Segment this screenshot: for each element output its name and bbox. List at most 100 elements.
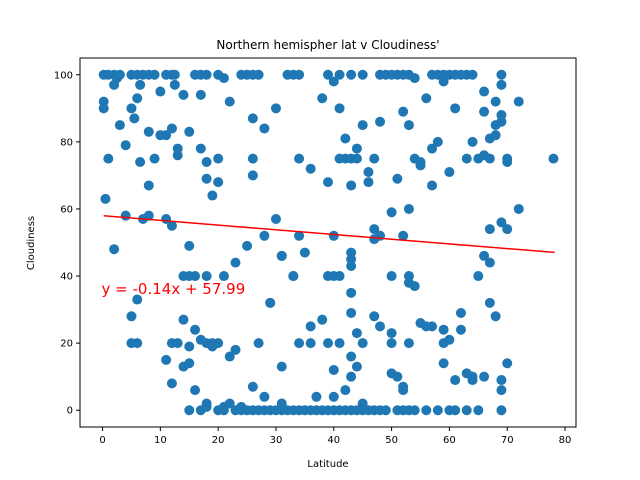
scatter-point: [455, 324, 466, 335]
scatter-point: [224, 398, 235, 409]
scatter-point: [305, 163, 316, 174]
scatter-point: [450, 103, 461, 114]
regression-line: [103, 215, 555, 254]
scatter-point: [294, 69, 305, 80]
scatter-point: [259, 230, 270, 241]
scatter-point: [502, 156, 513, 167]
scatter-point: [496, 217, 507, 228]
scatter-point: [190, 385, 201, 396]
scatter-point: [427, 143, 438, 154]
scatter-point: [230, 257, 241, 268]
y-axis-label: Cloudiness: [26, 216, 37, 270]
scatter-point: [479, 86, 490, 97]
scatter-point: [357, 69, 368, 80]
scatter-point: [496, 405, 507, 416]
scatter-point: [114, 120, 125, 131]
scatter-point: [438, 324, 449, 335]
scatter-point: [421, 93, 432, 104]
scatter-point: [172, 338, 183, 349]
scatter-point: [230, 344, 241, 355]
scatter-point: [473, 271, 484, 282]
scatter-point: [340, 133, 351, 144]
scatter-point: [265, 297, 276, 308]
scatter-point: [375, 321, 386, 332]
scatter-point: [427, 321, 438, 332]
scatter-point: [143, 126, 154, 137]
scatter-point: [334, 338, 345, 349]
scatter-point: [161, 354, 172, 365]
scatter-point: [132, 93, 143, 104]
scatter-point: [149, 69, 160, 80]
scatter-point: [247, 113, 258, 124]
scatter-point: [132, 294, 143, 305]
scatter-point: [496, 79, 507, 90]
scatter-point: [548, 153, 559, 164]
scatter-point: [369, 224, 380, 235]
scatter-point: [444, 334, 455, 345]
scatter-point: [438, 76, 449, 87]
scatter-point: [184, 240, 195, 251]
scatter-point: [490, 130, 501, 141]
scatter-point: [294, 153, 305, 164]
scatter-point: [201, 401, 212, 412]
scatter-point: [247, 153, 258, 164]
scatter-point: [450, 375, 461, 386]
x-axis-label: Latitude: [307, 459, 348, 470]
scatter-point: [392, 173, 403, 184]
scatter-point: [369, 153, 380, 164]
y-tick-label: 20: [60, 339, 73, 350]
x-tick-label: 80: [559, 435, 572, 446]
scatter-point: [288, 271, 299, 282]
scatter-point: [224, 96, 235, 107]
scatter-point: [190, 324, 201, 335]
scatter-point: [323, 177, 333, 188]
scatter-point: [357, 338, 368, 349]
scatter-point: [213, 177, 224, 188]
scatter-point: [380, 405, 391, 416]
scatter-point: [484, 297, 495, 308]
x-tick-label: 30: [270, 435, 283, 446]
scatter-point: [213, 153, 224, 164]
scatter-point: [415, 156, 426, 167]
scatter-point: [126, 103, 137, 114]
scatter-point: [479, 371, 490, 382]
scatter-point: [386, 271, 397, 282]
scatter-point: [103, 153, 114, 164]
scatter-point: [195, 143, 206, 154]
scatter-point: [253, 69, 264, 80]
scatter-point: [496, 375, 507, 386]
scatter-point: [184, 405, 195, 416]
x-tick-label: 20: [212, 435, 225, 446]
scatter-point: [166, 220, 177, 231]
scatter-point: [109, 244, 120, 255]
scatter-point: [351, 361, 362, 372]
scatter-point: [184, 126, 195, 137]
scatter-point: [311, 391, 322, 402]
scatter-point: [120, 210, 131, 221]
scatter-point: [218, 405, 229, 416]
scatter-point: [496, 385, 507, 396]
scatter-point: [109, 79, 120, 90]
scatter-point: [398, 106, 409, 117]
scatter-point: [375, 116, 386, 127]
scatter-point: [149, 153, 160, 164]
scatter-point: [169, 79, 180, 90]
scatter-point: [421, 405, 432, 416]
scatter-point: [184, 341, 195, 352]
scatter-point: [305, 321, 316, 332]
y-tick-label: 60: [60, 204, 73, 215]
scatter-point: [253, 338, 264, 349]
scatter-point: [270, 214, 281, 225]
scatter-point: [247, 381, 258, 392]
scatter-point: [126, 311, 137, 322]
x-tick-label: 60: [443, 435, 456, 446]
scatter-point: [357, 120, 368, 131]
scatter-point: [346, 180, 357, 191]
scatter-point: [484, 224, 495, 235]
scatter-point: [166, 378, 177, 389]
y-tick-label: 0: [67, 406, 73, 417]
scatter-point: [363, 167, 374, 178]
scatter-point: [259, 123, 270, 134]
scatter-point: [201, 271, 212, 282]
scatter-point: [346, 69, 357, 80]
